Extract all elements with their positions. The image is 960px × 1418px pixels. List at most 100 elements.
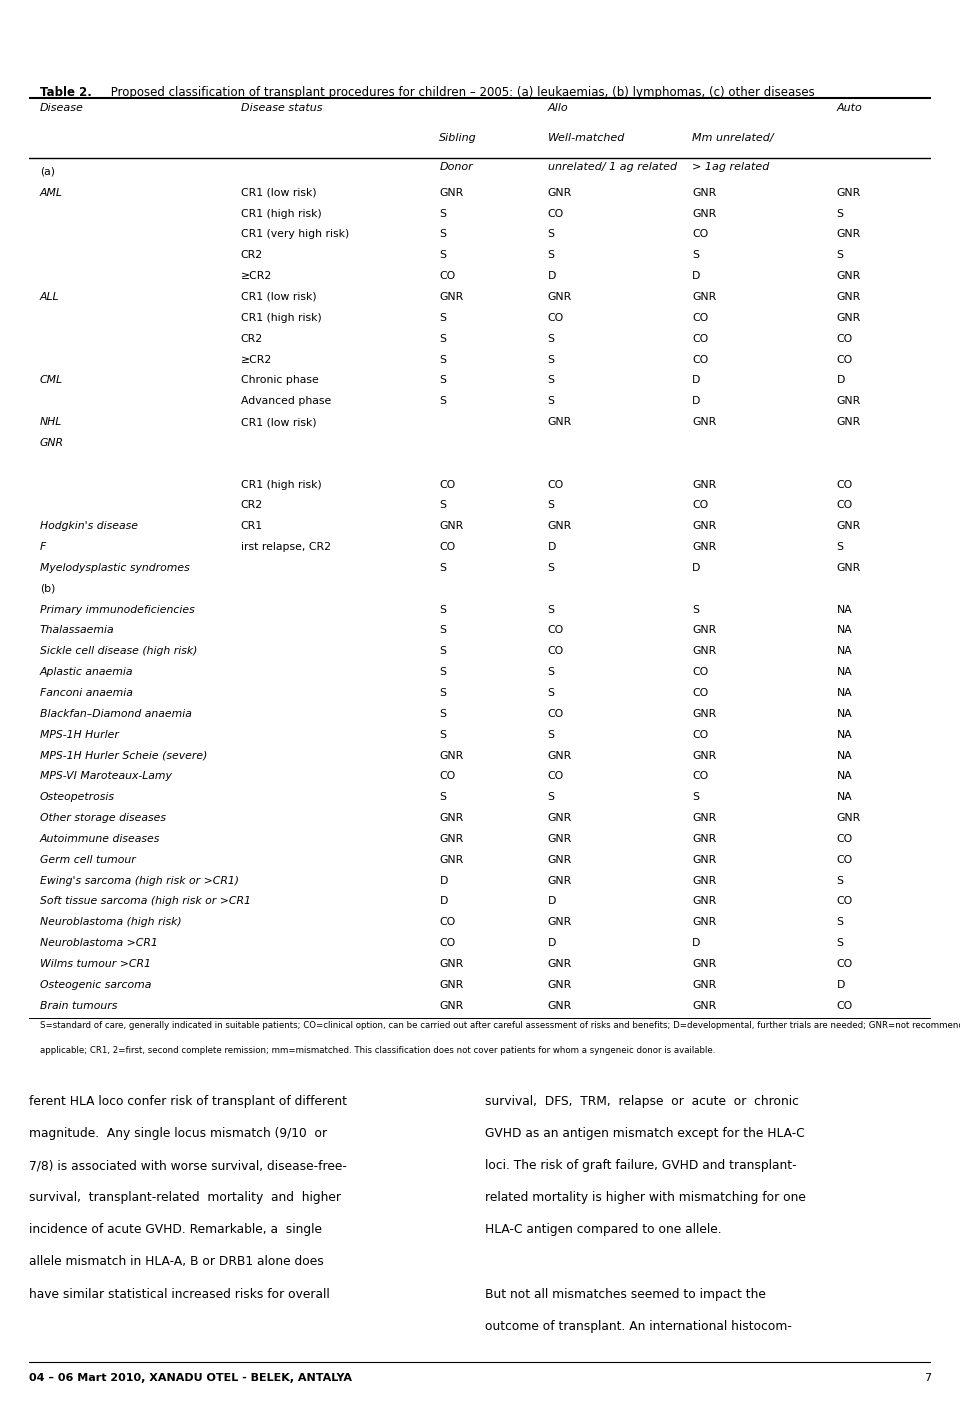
Text: CO: CO xyxy=(836,896,852,906)
Text: D: D xyxy=(440,896,447,906)
Text: CO: CO xyxy=(547,479,564,489)
Text: CO: CO xyxy=(547,208,564,218)
Text: GNR: GNR xyxy=(547,813,572,822)
Text: Disease: Disease xyxy=(39,104,84,113)
Text: GNR: GNR xyxy=(440,292,464,302)
Text: Donor: Donor xyxy=(440,162,473,172)
Text: S: S xyxy=(440,376,446,386)
Text: GNR: GNR xyxy=(547,959,572,968)
Text: incidence of acute GVHD. Remarkable, a  single: incidence of acute GVHD. Remarkable, a s… xyxy=(29,1224,322,1236)
Text: MPS-1H Hurler: MPS-1H Hurler xyxy=(39,730,118,740)
Text: GNR: GNR xyxy=(692,813,716,822)
Text: GNR: GNR xyxy=(547,980,572,990)
Text: NA: NA xyxy=(836,625,852,635)
Text: S: S xyxy=(692,604,699,614)
Text: GNR: GNR xyxy=(836,271,861,281)
Text: Hodgkin's disease: Hodgkin's disease xyxy=(39,522,137,532)
Text: S: S xyxy=(440,333,446,343)
Text: D: D xyxy=(692,939,701,949)
Text: Proposed classification of transplant procedures for children – 2005: (a) leukae: Proposed classification of transplant pr… xyxy=(108,86,815,99)
Text: CR1 (high risk): CR1 (high risk) xyxy=(241,208,322,218)
Text: GNR: GNR xyxy=(692,1001,716,1011)
Text: GNR: GNR xyxy=(547,292,572,302)
Text: S: S xyxy=(836,208,844,218)
Text: GNR: GNR xyxy=(692,875,716,886)
Text: CO: CO xyxy=(547,625,564,635)
Text: ≥CR2: ≥CR2 xyxy=(241,354,272,364)
Text: Osteogenic sarcoma: Osteogenic sarcoma xyxy=(39,980,151,990)
Text: Sibling: Sibling xyxy=(440,133,477,143)
Text: GNR: GNR xyxy=(440,980,464,990)
Text: GNR: GNR xyxy=(440,834,464,844)
Text: allele mismatch in HLA-A, B or DRB1 alone does: allele mismatch in HLA-A, B or DRB1 alon… xyxy=(29,1255,324,1269)
Text: GNR: GNR xyxy=(440,959,464,968)
Text: GNR: GNR xyxy=(692,855,716,865)
Text: GNR: GNR xyxy=(836,396,861,406)
Text: CML: CML xyxy=(39,376,62,386)
Text: GNR: GNR xyxy=(692,417,716,427)
Text: 7/8) is associated with worse survival, disease-free-: 7/8) is associated with worse survival, … xyxy=(29,1159,347,1173)
Text: CR1: CR1 xyxy=(241,522,263,532)
Text: applicable; CR1, 2=first, second complete remission; mm=mismatched. This classif: applicable; CR1, 2=first, second complet… xyxy=(39,1046,715,1055)
Text: D: D xyxy=(836,980,845,990)
Text: D: D xyxy=(547,271,556,281)
Text: GNR: GNR xyxy=(692,709,716,719)
Text: D: D xyxy=(836,376,845,386)
Text: D: D xyxy=(547,542,556,552)
Text: CR1 (high risk): CR1 (high risk) xyxy=(241,479,322,489)
Text: GNR: GNR xyxy=(836,417,861,427)
Text: Primary immunodeficiencies: Primary immunodeficiencies xyxy=(39,604,194,614)
Text: D: D xyxy=(692,396,701,406)
Text: S: S xyxy=(836,939,844,949)
Text: But not all mismatches seemed to impact the: But not all mismatches seemed to impact … xyxy=(485,1288,765,1300)
Text: S: S xyxy=(547,604,555,614)
Text: D: D xyxy=(692,376,701,386)
Text: > 1ag related: > 1ag related xyxy=(692,162,769,172)
Text: CO: CO xyxy=(692,771,708,781)
Text: Well-matched: Well-matched xyxy=(547,133,625,143)
Text: survival,  DFS,  TRM,  relapse  or  acute  or  chronic: survival, DFS, TRM, relapse or acute or … xyxy=(485,1095,799,1107)
Text: ferent HLA loco confer risk of transplant of different: ferent HLA loco confer risk of transplan… xyxy=(29,1095,347,1107)
Text: S: S xyxy=(440,666,446,678)
Text: CR1 (low risk): CR1 (low risk) xyxy=(241,292,317,302)
Text: GNR: GNR xyxy=(836,187,861,197)
Text: CO: CO xyxy=(836,479,852,489)
Text: ALL: ALL xyxy=(39,292,60,302)
Text: Allo: Allo xyxy=(547,104,568,113)
Text: Soft tissue sarcoma (high risk or >CR1: Soft tissue sarcoma (high risk or >CR1 xyxy=(39,896,251,906)
Text: S: S xyxy=(547,396,555,406)
Text: D: D xyxy=(547,896,556,906)
Text: S: S xyxy=(547,230,555,240)
Text: S: S xyxy=(440,647,446,657)
Text: GNR: GNR xyxy=(547,522,572,532)
Text: CO: CO xyxy=(836,354,852,364)
Text: survival,  transplant-related  mortality  and  higher: survival, transplant-related mortality a… xyxy=(29,1191,341,1204)
Text: S: S xyxy=(440,563,446,573)
Text: Wilms tumour >CR1: Wilms tumour >CR1 xyxy=(39,959,151,968)
Text: CO: CO xyxy=(692,333,708,343)
Text: GNR: GNR xyxy=(547,1001,572,1011)
Text: S: S xyxy=(547,730,555,740)
Text: GNR: GNR xyxy=(547,750,572,760)
Text: GNR: GNR xyxy=(692,625,716,635)
Text: CO: CO xyxy=(440,271,456,281)
Text: S: S xyxy=(440,709,446,719)
Text: CR2: CR2 xyxy=(241,333,263,343)
Text: GNR: GNR xyxy=(440,522,464,532)
Text: CO: CO xyxy=(692,230,708,240)
Text: Chronic phase: Chronic phase xyxy=(241,376,319,386)
Text: HLA-C antigen compared to one allele.: HLA-C antigen compared to one allele. xyxy=(485,1224,721,1236)
Text: 7: 7 xyxy=(924,1374,931,1384)
Text: GNR: GNR xyxy=(836,813,861,822)
Text: S: S xyxy=(547,251,555,261)
Text: CO: CO xyxy=(692,666,708,678)
Text: AML: AML xyxy=(39,187,62,197)
Text: NA: NA xyxy=(836,604,852,614)
Text: S: S xyxy=(440,313,446,323)
Text: Other storage diseases: Other storage diseases xyxy=(39,813,166,822)
Text: S: S xyxy=(440,793,446,803)
Text: Myelodysplastic syndromes: Myelodysplastic syndromes xyxy=(39,563,189,573)
Text: CO: CO xyxy=(440,542,456,552)
Text: S: S xyxy=(692,793,699,803)
Text: GNR: GNR xyxy=(547,917,572,927)
